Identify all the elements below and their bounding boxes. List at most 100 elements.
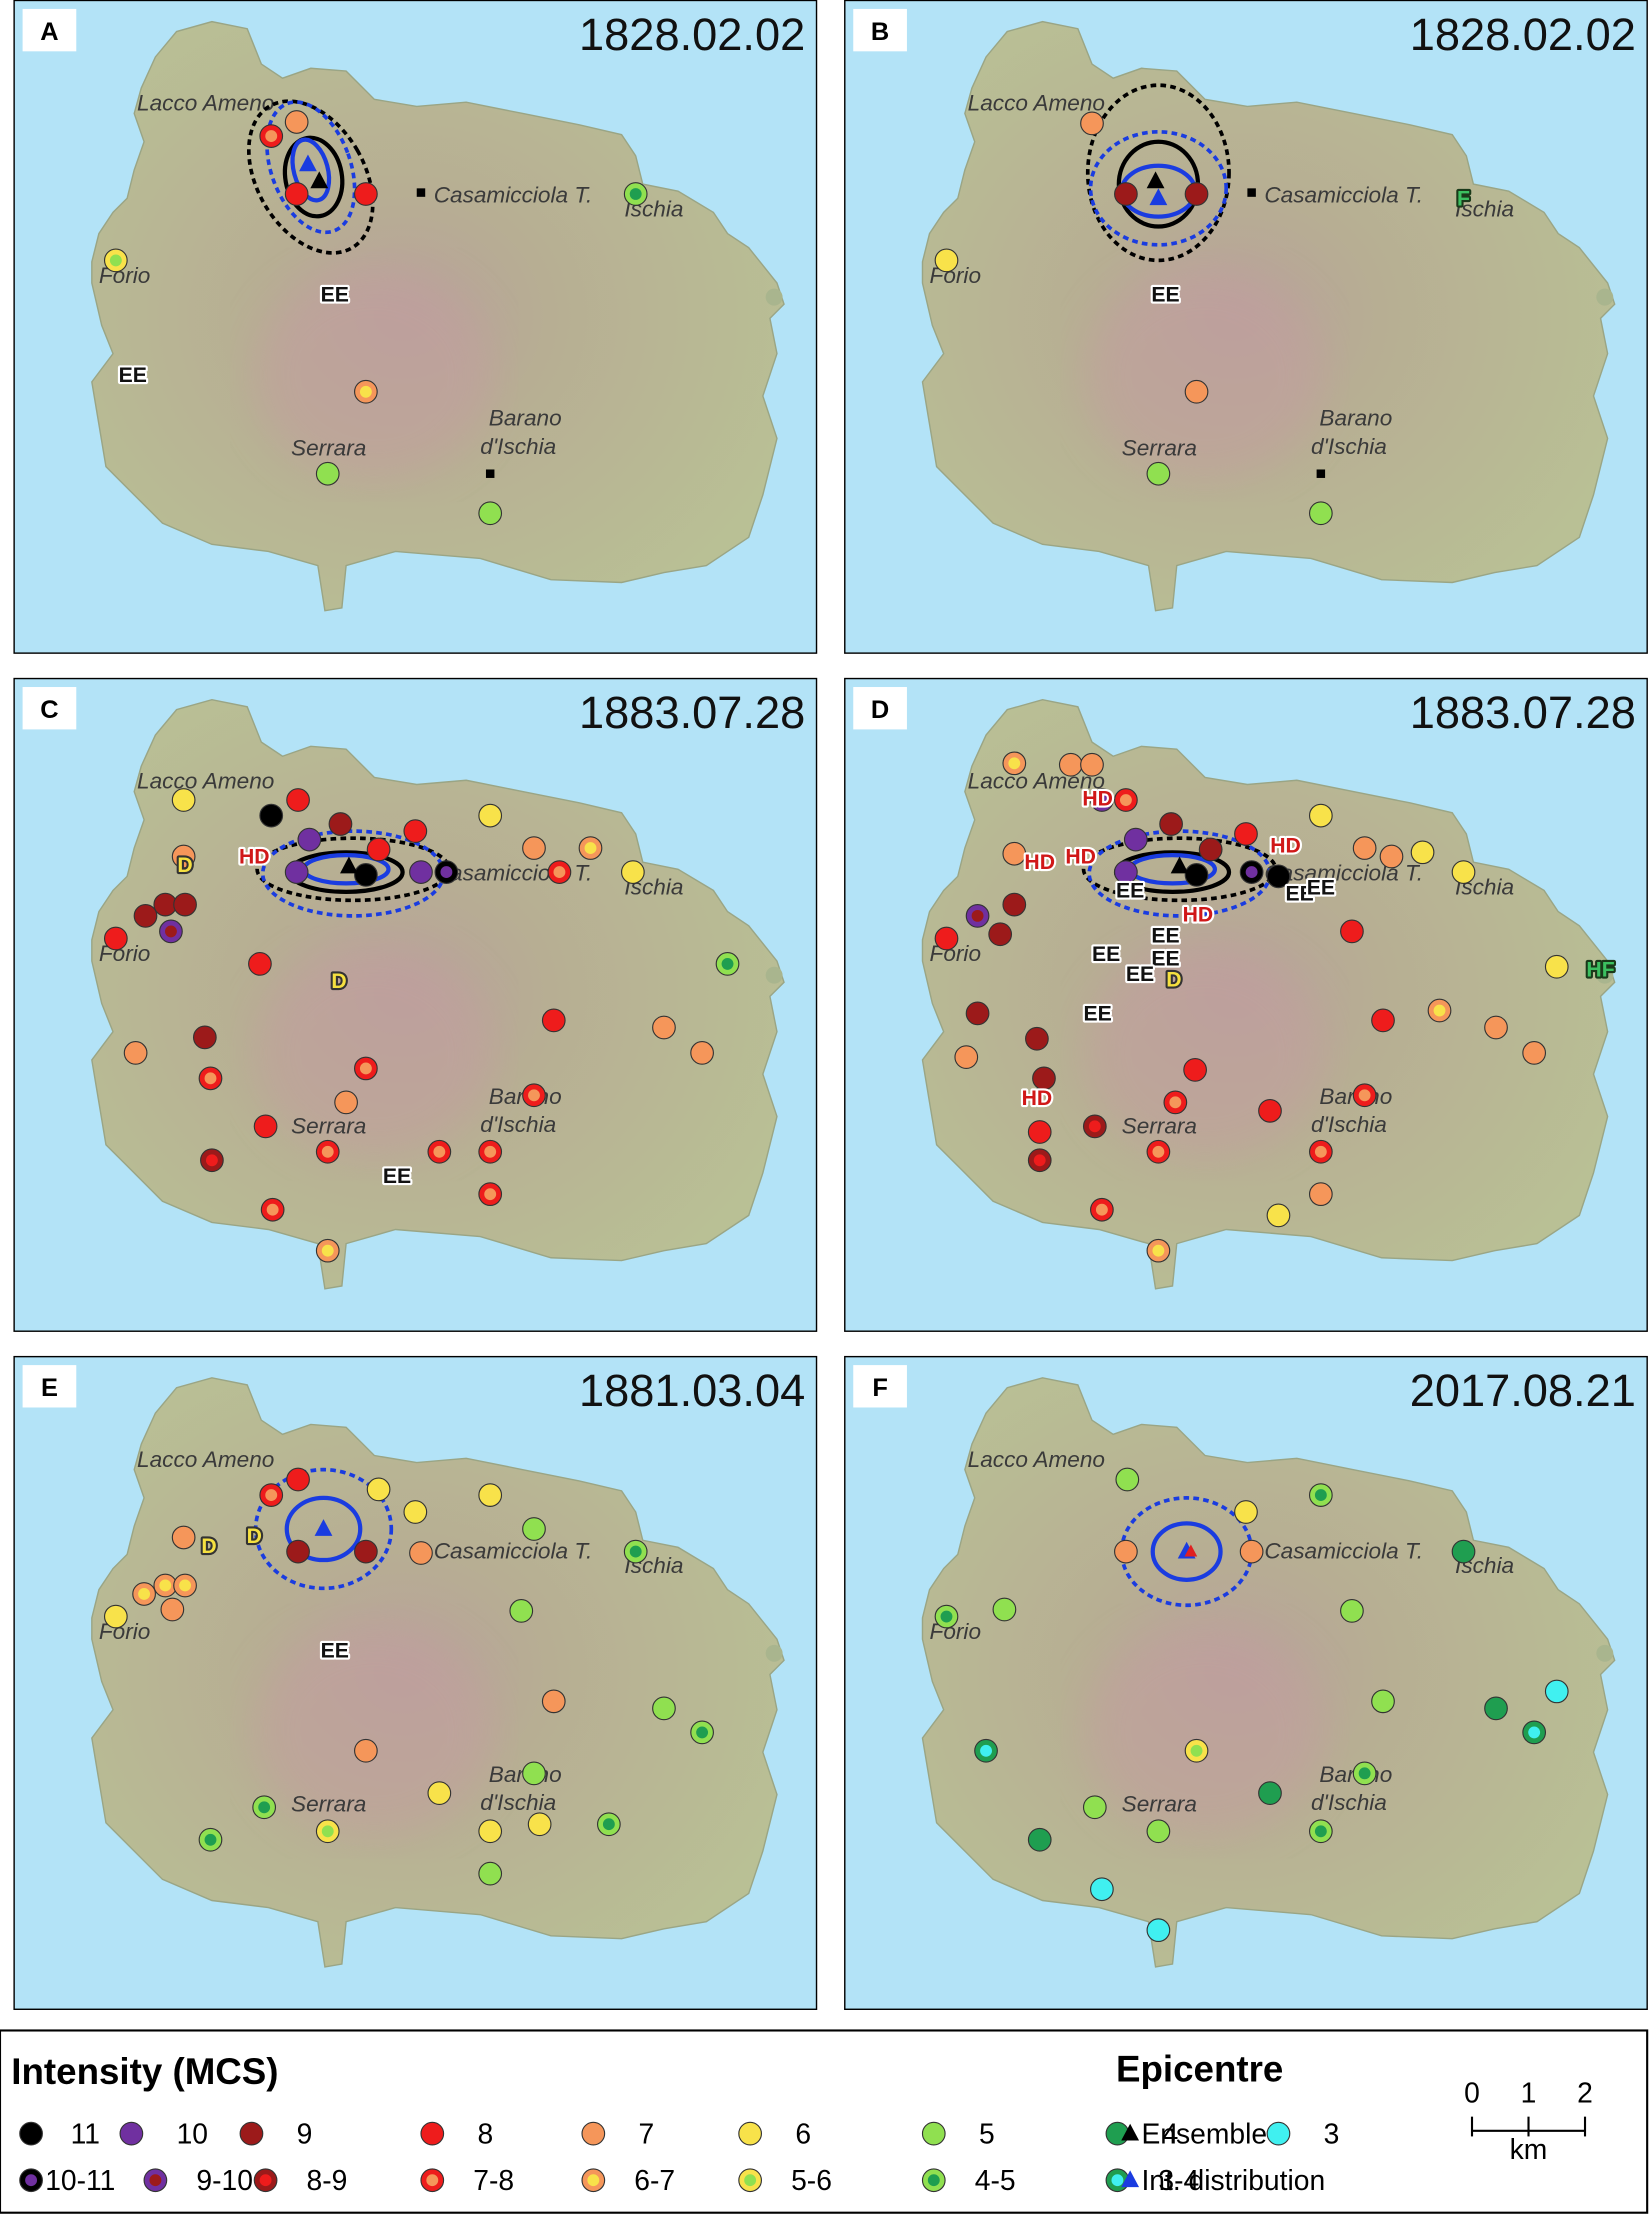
intensity-point xyxy=(171,788,196,812)
epicentre-ellipse xyxy=(265,100,357,235)
place-label: d'Ischia xyxy=(1311,1790,1387,1815)
islet xyxy=(765,288,783,306)
legend-swatch-core xyxy=(744,2174,757,2187)
place-label: Ischia xyxy=(1455,197,1514,222)
effect-label: EE xyxy=(1151,283,1179,306)
legend-label: 4 xyxy=(1163,2117,1179,2149)
legend-label: Int. distribution xyxy=(1141,2164,1325,2196)
intensity-point xyxy=(1025,1026,1049,1051)
effect-label: D xyxy=(1166,969,1181,992)
mountain-relief xyxy=(1084,268,1326,481)
intensity-point-core xyxy=(266,1203,279,1216)
place-label: Lacco Ameno xyxy=(968,91,1105,116)
intensity-point xyxy=(478,803,503,828)
legend-label: 10 xyxy=(177,2117,208,2149)
panel-letter: E xyxy=(41,1374,58,1402)
intensity-point-core xyxy=(1095,1203,1108,1216)
panel-letter-box xyxy=(22,1365,77,1408)
intensity-point xyxy=(1159,812,1183,836)
intensity-point xyxy=(1027,1827,1052,1852)
intensity-point-core xyxy=(1190,1744,1203,1757)
intensity-point xyxy=(541,1008,566,1033)
place-label: d'Ischia xyxy=(480,1112,556,1137)
effect-label: EE xyxy=(1286,882,1314,905)
place-label: Serrara xyxy=(1122,435,1197,460)
effect-label: F xyxy=(1457,187,1470,210)
panel-letter: C xyxy=(40,696,58,724)
town-marker xyxy=(416,188,426,197)
legend-label: Ensemble xyxy=(1141,2117,1267,2149)
effect-label: D xyxy=(247,1525,262,1548)
legend-swatch-core xyxy=(259,2174,272,2187)
effect-label: EE xyxy=(321,1640,349,1663)
intensity-point-core xyxy=(1033,1154,1046,1167)
intensity-point xyxy=(1234,1500,1258,1524)
intensity-point-core xyxy=(553,866,566,879)
epicentre-ellipse xyxy=(246,99,375,255)
intensity-point xyxy=(1184,379,1209,404)
intensity-point-core xyxy=(696,1726,709,1739)
intensity-point-core xyxy=(179,1579,191,1592)
intensity-point xyxy=(522,836,546,860)
panel-date: 1883.07.28 xyxy=(579,687,805,738)
intensity-point-core xyxy=(258,1801,271,1814)
legend-swatch-core xyxy=(1111,2174,1124,2187)
intensity-point xyxy=(1146,1819,1171,1844)
effect-label: HD xyxy=(239,846,270,869)
intensity-point xyxy=(284,182,309,206)
intensity-point-core xyxy=(440,866,453,879)
town-marker xyxy=(1316,469,1326,478)
legend-label: 11 xyxy=(71,2117,100,2149)
intensity-point xyxy=(354,182,378,206)
intensity-point xyxy=(527,1812,552,1837)
legend-swatch-core xyxy=(149,2174,162,2187)
scale-label: 2 xyxy=(1577,2077,1593,2109)
intensity-point xyxy=(248,952,272,976)
intensity-point xyxy=(284,110,309,134)
intensity-point xyxy=(1239,1539,1264,1564)
intensity-point-core xyxy=(159,1579,172,1592)
intensity-point xyxy=(1234,822,1258,846)
intensity-point xyxy=(1544,954,1569,979)
intensity-point xyxy=(103,926,128,951)
intensity-point-core xyxy=(1314,1145,1327,1158)
intensity-point-core xyxy=(205,1154,218,1167)
intensity-point xyxy=(1184,863,1209,887)
epicentre-ellipse xyxy=(290,137,332,203)
legend-title: Intensity (MCS) xyxy=(11,2051,278,2092)
legend-swatch-core xyxy=(426,2174,439,2187)
intensity-point-core xyxy=(138,1588,151,1600)
intensity-point xyxy=(652,1015,676,1040)
epicentre-ellipse xyxy=(1088,130,1229,247)
effect-label: EE xyxy=(1116,880,1144,903)
intensity-point xyxy=(286,788,310,812)
effect-label: EE xyxy=(1092,943,1120,966)
intensity-point-core xyxy=(204,1072,217,1085)
intensity-point xyxy=(1308,1182,1333,1207)
panel-border xyxy=(844,677,1648,1332)
intensity-point xyxy=(1451,1539,1476,1564)
panel-date: 1883.07.28 xyxy=(1410,687,1636,738)
place-label: Serrara xyxy=(291,1113,366,1138)
intensity-point xyxy=(1451,860,1476,884)
scale-label: 1 xyxy=(1521,2077,1537,2109)
panel-date: 1828.02.02 xyxy=(579,9,805,60)
intensity-point xyxy=(253,1114,278,1139)
panel-letter-box xyxy=(853,1365,907,1408)
intensity-point xyxy=(1522,1041,1547,1065)
intensity-point xyxy=(1080,752,1104,777)
legend-label: 6 xyxy=(795,2117,811,2149)
intensity-point xyxy=(1266,864,1291,889)
legend-title: Epicentre xyxy=(1116,2048,1283,2089)
effect-label: HD xyxy=(1270,834,1301,857)
intensity-point xyxy=(1146,1918,1171,1943)
intensity-point-core xyxy=(359,1062,372,1075)
intensity-point-core xyxy=(629,188,642,200)
epicentre-marker xyxy=(1121,2123,1140,2141)
intensity-point xyxy=(259,803,284,828)
islet xyxy=(765,1644,783,1662)
intensity-point-core xyxy=(359,385,372,398)
intensity-point xyxy=(621,860,645,884)
intensity-point xyxy=(409,1541,433,1565)
